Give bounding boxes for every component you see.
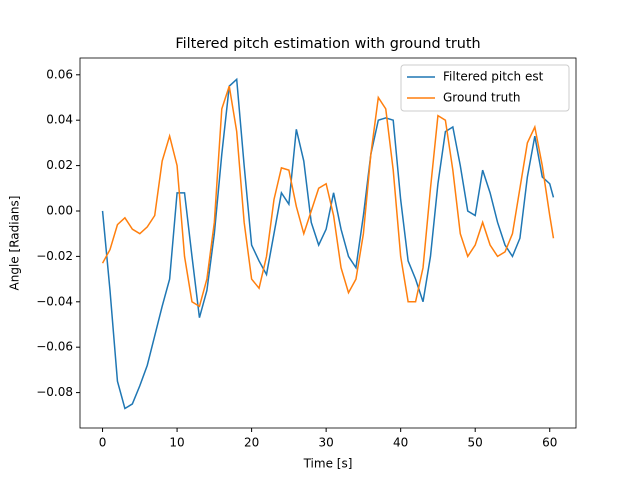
data-line bbox=[101, 77, 555, 410]
x-tick-label: 50 bbox=[468, 436, 483, 450]
y-tick-label: −0.08 bbox=[36, 385, 73, 399]
x-tick-label: 30 bbox=[318, 436, 333, 450]
x-tick-label: 60 bbox=[542, 436, 557, 450]
plot-frame bbox=[79, 57, 577, 429]
y-tick-label: 0.04 bbox=[46, 113, 73, 127]
y-tick-label: 0.00 bbox=[46, 203, 73, 217]
x-tick-label: 20 bbox=[244, 436, 259, 450]
legend-label: Filtered pitch est bbox=[443, 70, 544, 84]
y-axis-label: Angle [Radians] bbox=[8, 196, 22, 291]
y-tick-label: 0.02 bbox=[46, 158, 73, 172]
x-tick-label: 0 bbox=[99, 436, 107, 450]
data-line bbox=[101, 85, 555, 308]
y-tick-label: 0.06 bbox=[46, 67, 73, 81]
y-tick-label: −0.02 bbox=[36, 249, 73, 263]
legend-box bbox=[400, 64, 570, 112]
x-axis-label: Time [s] bbox=[303, 457, 353, 471]
chart-title: Filtered pitch estimation with ground tr… bbox=[175, 36, 480, 52]
x-tick-label: 10 bbox=[169, 436, 184, 450]
y-tick-label: −0.06 bbox=[36, 340, 73, 354]
legend-label: Ground truth bbox=[443, 91, 521, 105]
y-tick-label: −0.04 bbox=[36, 294, 73, 308]
x-tick-label: 40 bbox=[393, 436, 408, 450]
